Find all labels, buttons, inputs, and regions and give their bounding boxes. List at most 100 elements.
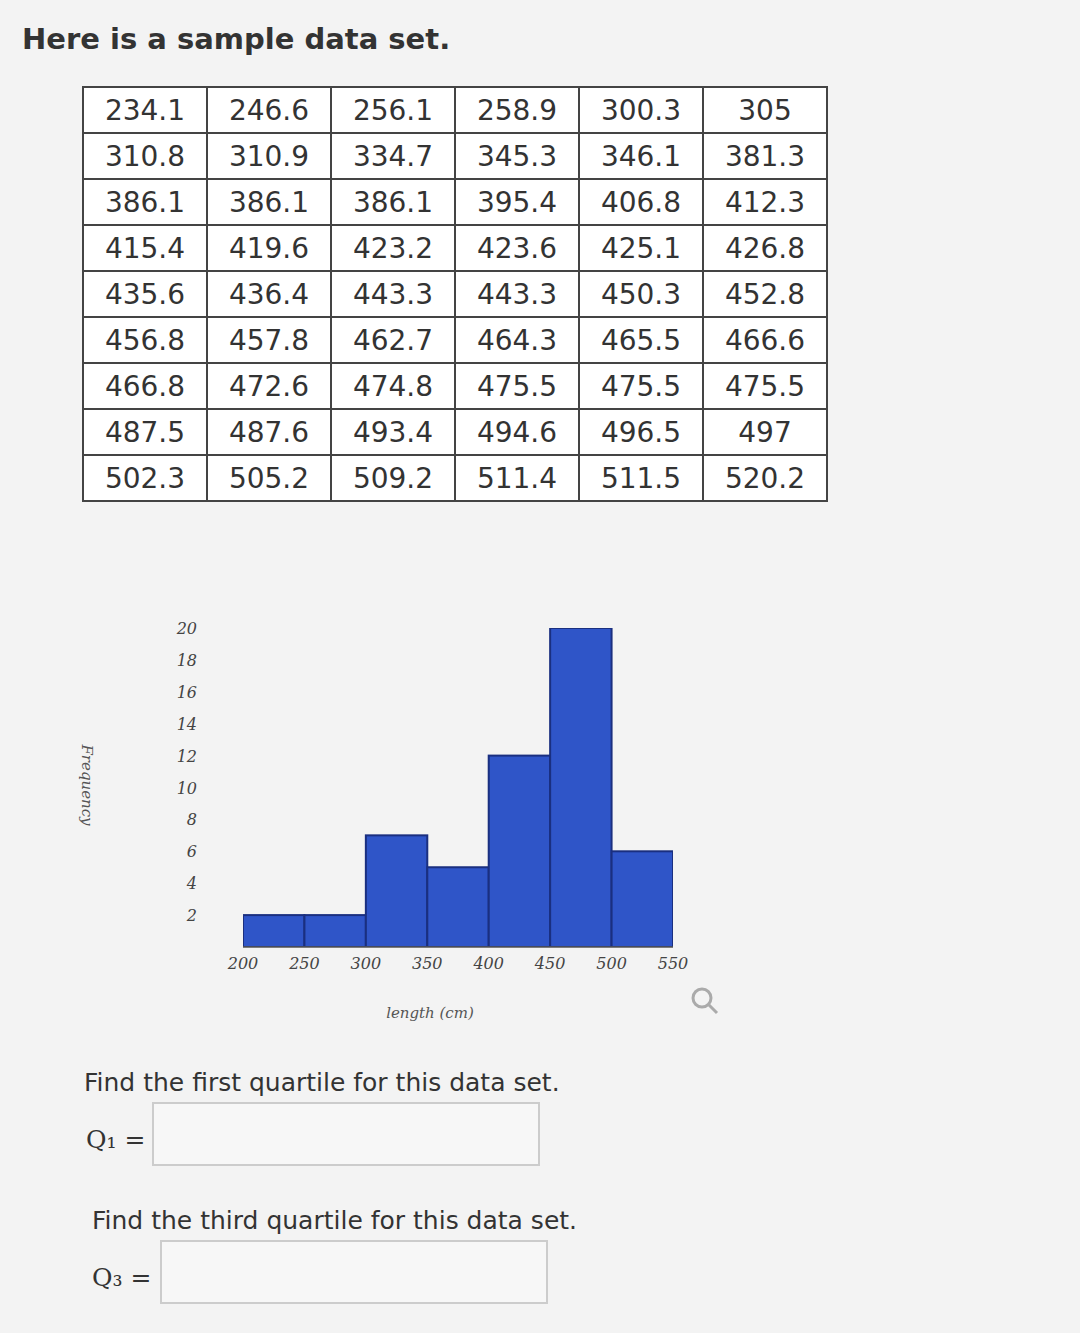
x-axis [243, 946, 673, 948]
table-cell: 423.2 [331, 225, 455, 271]
histogram-bar [243, 915, 304, 947]
table-row: 466.8472.6474.8475.5475.5475.5 [83, 363, 827, 409]
table-cell: 395.4 [455, 179, 579, 225]
x-tick-label: 350 [412, 954, 443, 973]
table-cell: 452.8 [703, 271, 827, 317]
table-cell: 475.5 [579, 363, 703, 409]
y-tick-label: 4 [186, 874, 197, 893]
table-row: 234.1246.6256.1258.9300.3305 [83, 87, 827, 133]
question-text: Find the third quartile for this data se… [92, 1206, 577, 1235]
answer-input[interactable] [160, 1240, 548, 1304]
table-cell: 520.2 [703, 455, 827, 501]
table-cell: 256.1 [331, 87, 455, 133]
table-cell: 386.1 [207, 179, 331, 225]
y-tick-label: 16 [177, 683, 197, 702]
table-cell: 509.2 [331, 455, 455, 501]
table-cell: 300.3 [579, 87, 703, 133]
table-row: 502.3505.2509.2511.4511.5520.2 [83, 455, 827, 501]
table-cell: 456.8 [83, 317, 207, 363]
table-cell: 423.6 [455, 225, 579, 271]
histogram-bar [427, 867, 488, 947]
table-cell: 443.3 [331, 271, 455, 317]
table-cell: 464.3 [455, 317, 579, 363]
table-cell: 436.4 [207, 271, 331, 317]
x-axis-label: length (cm) [386, 1004, 474, 1022]
table-cell: 310.9 [207, 133, 331, 179]
table-cell: 435.6 [83, 271, 207, 317]
table-row: 386.1386.1386.1395.4406.8412.3 [83, 179, 827, 225]
table-cell: 487.5 [83, 409, 207, 455]
y-tick-label: 2 [186, 906, 197, 925]
table-row: 487.5487.6493.4494.6496.5497 [83, 409, 827, 455]
table-cell: 466.6 [703, 317, 827, 363]
table-cell: 415.4 [83, 225, 207, 271]
y-axis-label: Frequency [78, 743, 96, 826]
histogram-bar [612, 851, 673, 947]
y-tick-label: 10 [177, 779, 197, 798]
table-row: 456.8457.8462.7464.3465.5466.6 [83, 317, 827, 363]
table-cell: 381.3 [703, 133, 827, 179]
answer-label: Q₃ = [92, 1263, 151, 1292]
table-cell: 246.6 [207, 87, 331, 133]
bars [243, 628, 673, 947]
table-cell: 472.6 [207, 363, 331, 409]
table-cell: 412.3 [703, 179, 827, 225]
table-cell: 419.6 [207, 225, 331, 271]
table-cell: 493.4 [331, 409, 455, 455]
table-cell: 450.3 [579, 271, 703, 317]
question-text: Find the first quartile for this data se… [84, 1068, 560, 1097]
table-row: 310.8310.9334.7345.3346.1381.3 [83, 133, 827, 179]
table-cell: 305 [703, 87, 827, 133]
histogram-bar [489, 756, 550, 947]
answer-input[interactable] [152, 1102, 540, 1166]
table-cell: 475.5 [703, 363, 827, 409]
table-cell: 474.8 [331, 363, 455, 409]
table-cell: 386.1 [331, 179, 455, 225]
y-tick-label: 12 [177, 747, 197, 766]
y-tick-label: 6 [187, 842, 197, 861]
table-cell: 497 [703, 409, 827, 455]
histogram-bar [550, 628, 611, 947]
table-cell: 258.9 [455, 87, 579, 133]
table-cell: 310.8 [83, 133, 207, 179]
y-tick-label: 14 [177, 715, 197, 734]
table-cell: 511.4 [455, 455, 579, 501]
y-tick-label: 8 [187, 810, 197, 829]
table-cell: 496.5 [579, 409, 703, 455]
table-cell: 502.3 [83, 455, 207, 501]
histogram-bar [366, 835, 427, 947]
table-cell: 505.2 [207, 455, 331, 501]
data-table: 234.1246.6256.1258.9300.3305310.8310.933… [82, 86, 828, 502]
table-cell: 487.6 [207, 409, 331, 455]
table-cell: 345.3 [455, 133, 579, 179]
title: Here is a sample data set. [22, 22, 450, 56]
table-row: 415.4419.6423.2423.6425.1426.8 [83, 225, 827, 271]
table-cell: 426.8 [703, 225, 827, 271]
table-cell: 346.1 [579, 133, 703, 179]
table-cell: 462.7 [331, 317, 455, 363]
y-tick-label: 18 [177, 651, 197, 670]
table-cell: 465.5 [579, 317, 703, 363]
table-cell: 334.7 [331, 133, 455, 179]
answer-label: Q₁ = [86, 1125, 145, 1154]
table-row: 435.6436.4443.3443.3450.3452.8 [83, 271, 827, 317]
table-cell: 457.8 [207, 317, 331, 363]
zoom-icon[interactable] [693, 989, 717, 1013]
y-tick-label: 20 [176, 619, 197, 638]
x-tick-label: 400 [472, 954, 504, 973]
x-tick-label: 500 [596, 954, 627, 973]
x-tick-label: 550 [658, 954, 689, 973]
table-cell: 494.6 [455, 409, 579, 455]
x-tick-label: 250 [288, 954, 320, 973]
table-cell: 511.5 [579, 455, 703, 501]
x-tick-label: 200 [227, 954, 259, 973]
table-cell: 425.1 [579, 225, 703, 271]
x-tick-label: 300 [351, 954, 382, 973]
histogram-bar [304, 915, 365, 947]
table-cell: 234.1 [83, 87, 207, 133]
table-cell: 386.1 [83, 179, 207, 225]
table-cell: 443.3 [455, 271, 579, 317]
x-tick-label: 450 [534, 954, 566, 973]
table-cell: 466.8 [83, 363, 207, 409]
table-cell: 406.8 [579, 179, 703, 225]
